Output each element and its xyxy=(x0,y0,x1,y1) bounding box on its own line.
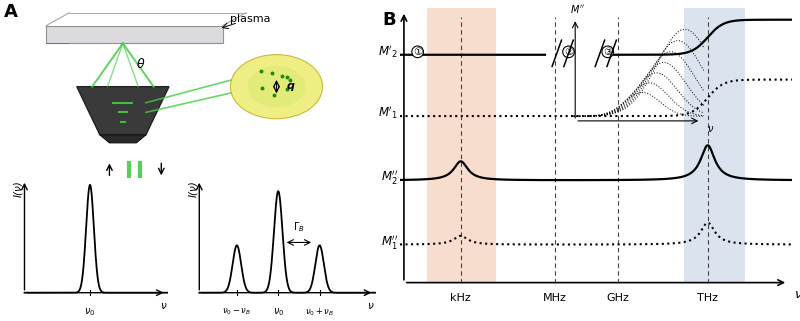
Text: A: A xyxy=(4,3,18,21)
Text: ③: ③ xyxy=(603,47,612,57)
Text: $\Gamma_B$: $\Gamma_B$ xyxy=(293,220,305,234)
Polygon shape xyxy=(77,87,169,135)
Text: $\theta$: $\theta$ xyxy=(136,57,146,71)
Text: $\nu_0+\nu_B$: $\nu_0+\nu_B$ xyxy=(305,306,334,318)
Text: $\nu$: $\nu$ xyxy=(707,124,714,134)
Text: MHz: MHz xyxy=(543,293,566,303)
Text: kHz: kHz xyxy=(450,293,471,303)
Text: I(ν): I(ν) xyxy=(188,180,198,197)
Text: I(ν): I(ν) xyxy=(14,180,23,197)
Text: $M'_2$: $M'_2$ xyxy=(378,44,398,60)
Bar xyxy=(684,8,745,282)
Text: $\nu_0-\nu_B$: $\nu_0-\nu_B$ xyxy=(222,306,251,317)
Text: $\nu$: $\nu$ xyxy=(794,289,800,301)
Text: $\nu_0$: $\nu_0$ xyxy=(273,306,284,318)
Text: ①: ① xyxy=(413,47,422,57)
Ellipse shape xyxy=(230,55,322,119)
Text: $\boldsymbol{q}$: $\boldsymbol{q}$ xyxy=(286,81,296,93)
Text: $M^{\prime\prime}_2$: $M^{\prime\prime}_2$ xyxy=(381,169,398,187)
FancyBboxPatch shape xyxy=(46,26,222,43)
Text: B: B xyxy=(382,11,396,29)
Text: $M'_1$: $M'_1$ xyxy=(378,105,398,121)
Text: ②: ② xyxy=(564,47,573,57)
Text: ν: ν xyxy=(367,301,374,311)
Polygon shape xyxy=(100,135,146,143)
Text: THz: THz xyxy=(698,293,718,303)
Text: GHz: GHz xyxy=(606,293,629,303)
Text: plasma: plasma xyxy=(230,14,271,24)
Text: $M^{\prime\prime}$: $M^{\prime\prime}$ xyxy=(570,3,585,15)
Bar xyxy=(427,8,496,282)
Text: $\nu_0$: $\nu_0$ xyxy=(84,306,96,318)
Text: $M^{\prime\prime}_1$: $M^{\prime\prime}_1$ xyxy=(381,233,398,251)
Ellipse shape xyxy=(248,66,306,108)
Text: ν: ν xyxy=(161,301,166,311)
